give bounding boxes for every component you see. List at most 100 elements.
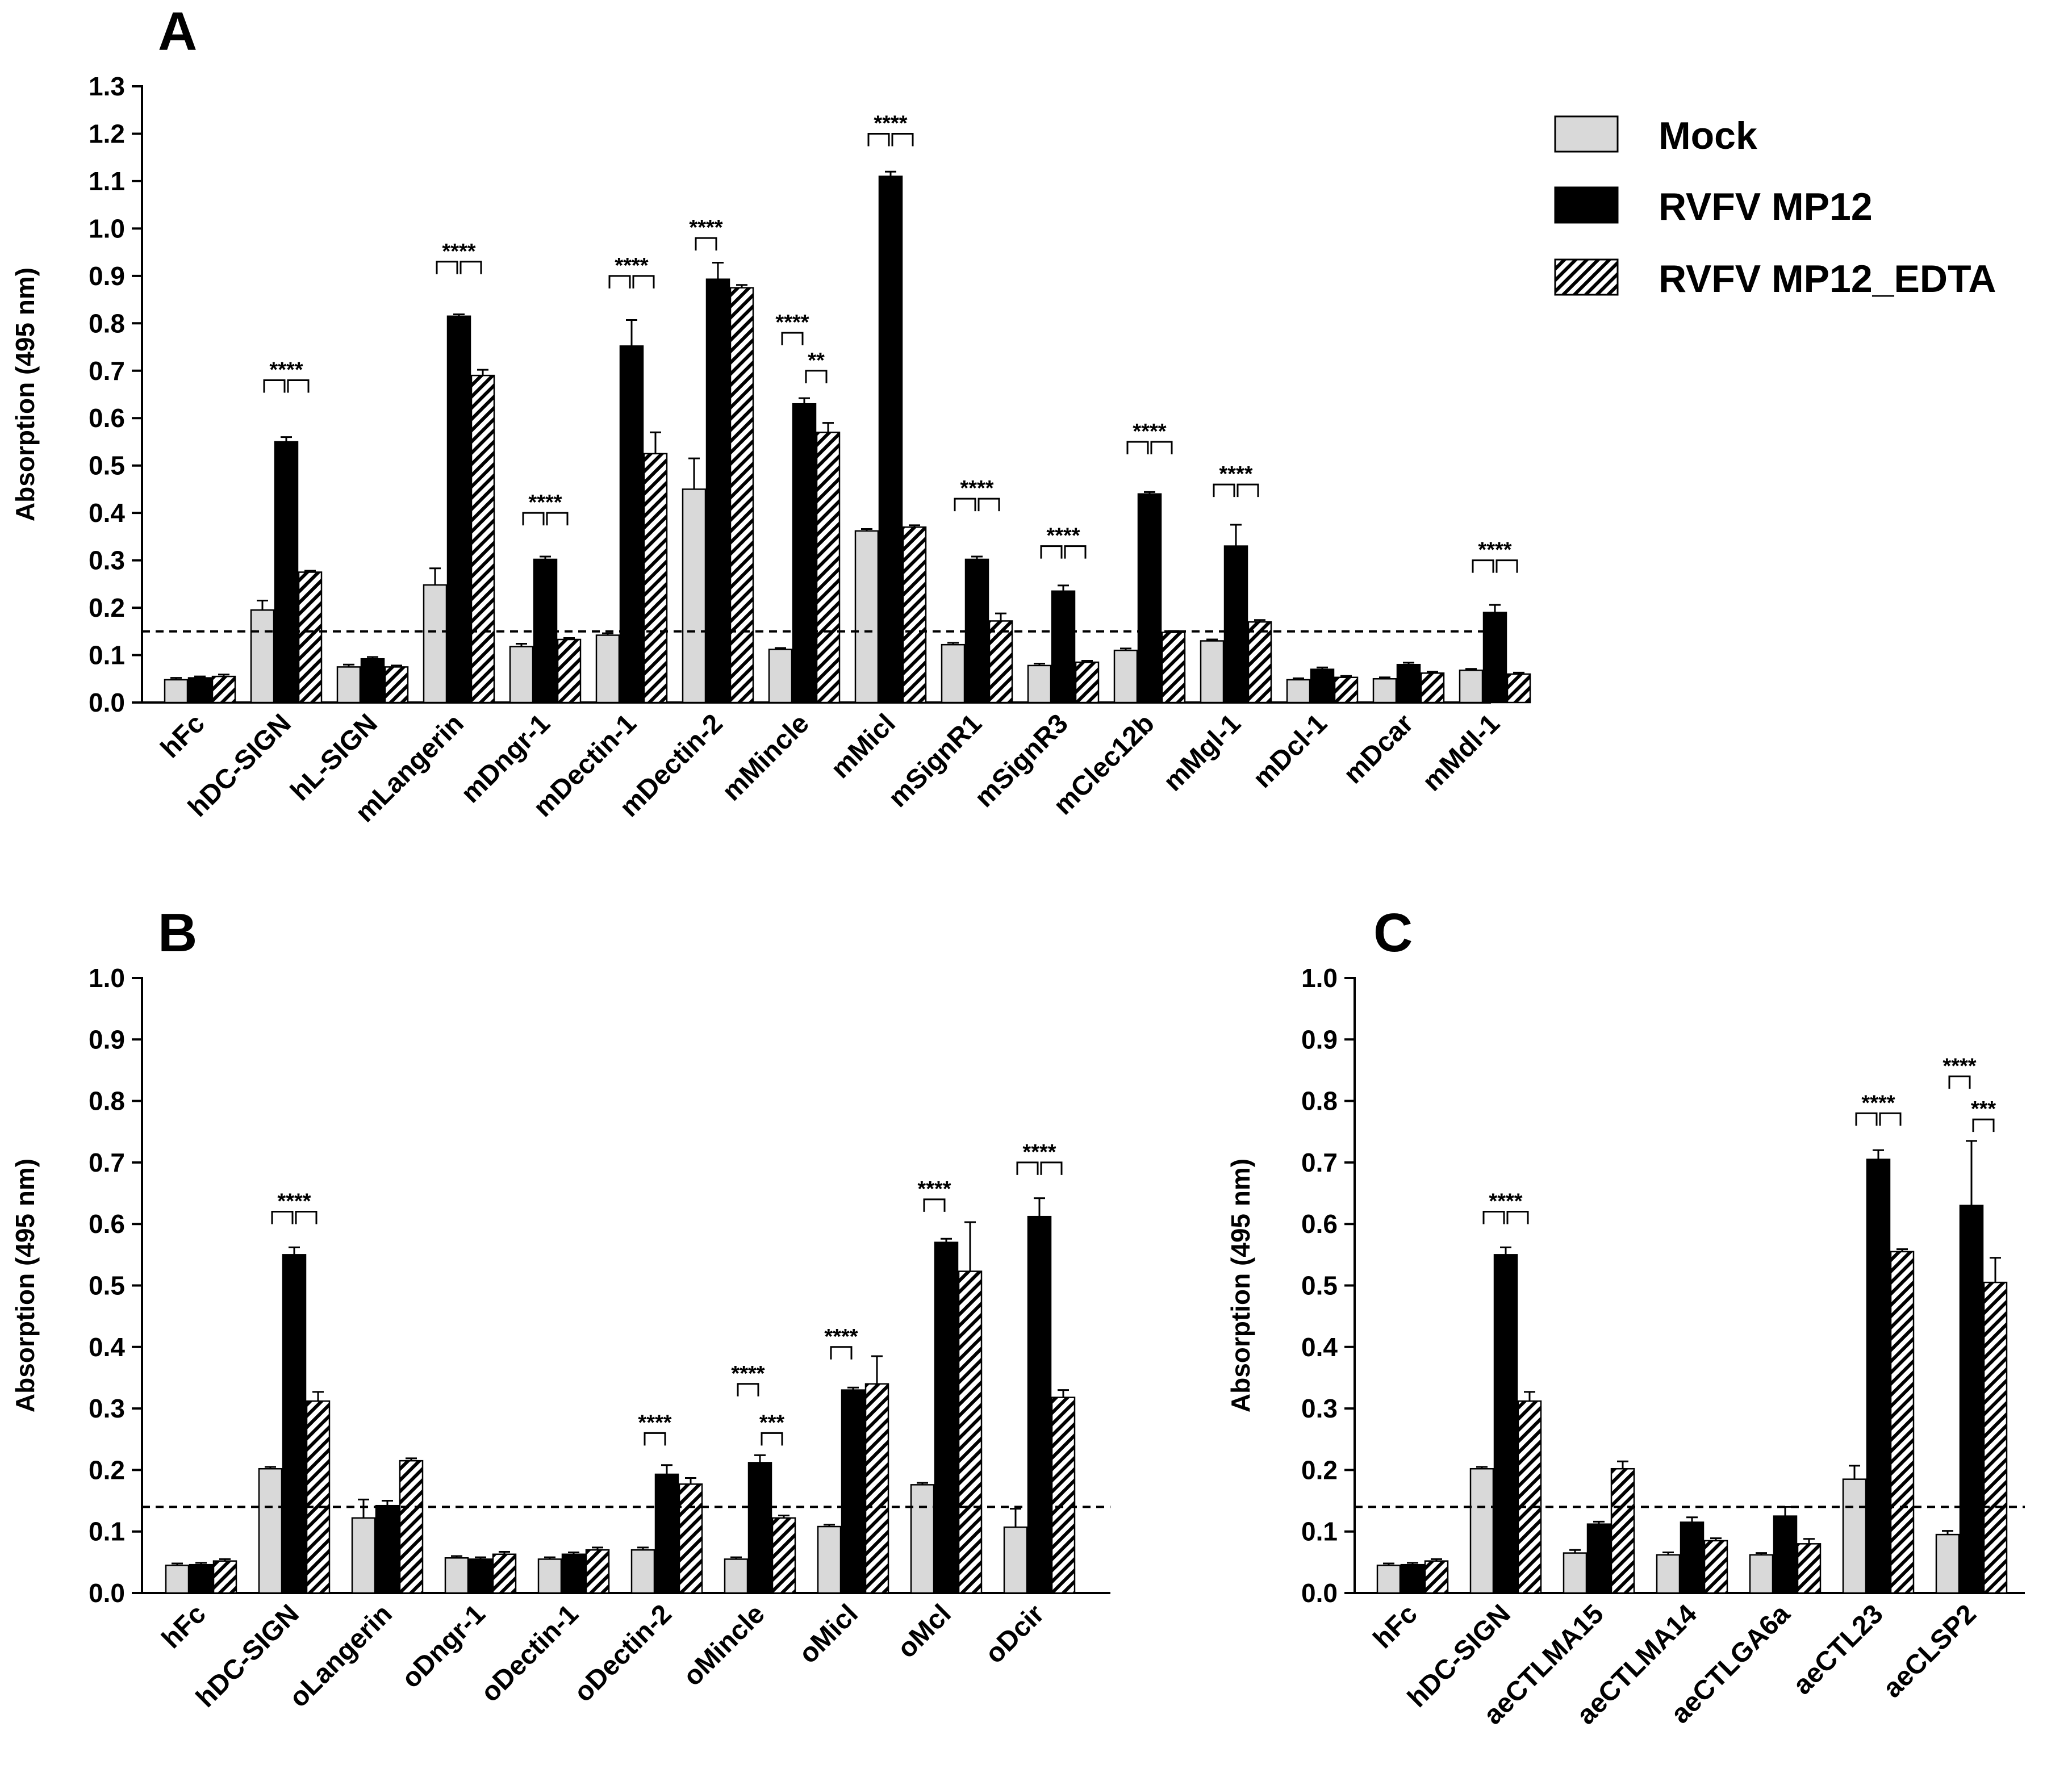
significance-bracket-a: [522, 512, 545, 526]
x-tick-label-a-mmicl: mMicl: [825, 708, 901, 784]
y-tick-label-c: 0.0: [1301, 1578, 1338, 1608]
x-tick-label-a-hfc: hFc: [155, 708, 211, 764]
bar-b-odectin-2-mock: [630, 1549, 655, 1594]
panel-letter-b: B: [158, 902, 197, 963]
bar-c-aectlma15-rvfv-mp12: [1586, 1523, 1611, 1594]
y-tick-label-c: 0.8: [1301, 1086, 1338, 1116]
significance-label-a-mlangerin: ****: [442, 240, 475, 264]
bar-c-aectlma14-mock: [1656, 1554, 1681, 1594]
x-tick-label-a-mdcl-1: mDcl-1: [1247, 708, 1333, 794]
y-tick-label-a: 0.9: [89, 261, 125, 291]
bar-c-aeclsp2-rvfv-mp12-edta: [1983, 1281, 2008, 1594]
significance-bracket-a: [781, 332, 804, 345]
bar-a-mmdl-1-rvfv-mp12-edta: [1506, 673, 1531, 704]
bar-a-mmdl-1-mock: [1459, 669, 1484, 704]
x-tick-label-b-odectin-1: oDectin-1: [475, 1599, 584, 1708]
significance-bracket-c: [1855, 1112, 1878, 1126]
y-tick-label-a: 0.8: [89, 308, 125, 338]
significance-bracket-b: [644, 1432, 666, 1446]
significance-label-c-hdc-sign: ****: [1489, 1190, 1522, 1214]
y-tick-label-c: 0.5: [1301, 1271, 1338, 1301]
y-tick-label-a: 0.7: [89, 356, 125, 386]
panel-b: 0.0 0.1 0.2 0.3 0.4 0.5 0.6 0.7 0.8 0.9 1.0 Absorpt…: [10, 963, 1110, 1713]
bar-b-odectin-1-mock: [537, 1558, 562, 1594]
significance-bracket-c: [1482, 1211, 1505, 1224]
bar-c-aectlma14-rvfv-mp12: [1680, 1521, 1705, 1594]
x-tick-label-c-aeclsp2: aeCLSP2: [1877, 1599, 1982, 1704]
y-tick-label-c: 0.3: [1301, 1394, 1338, 1423]
x-tick-label-b-odectin-2: oDectin-2: [569, 1599, 678, 1708]
y-tick-label-a: 0.3: [89, 546, 125, 575]
significance-bracket-a: [1213, 483, 1235, 497]
y-tick-label-a: 0.4: [89, 498, 125, 528]
legend-label-rvfv-mp12-edta: RVFV MP12_EDTA: [1659, 257, 1996, 300]
bar-a-mdngr-1-rvfv-mp12-edta: [557, 638, 582, 704]
legend-label-mock: Mock: [1659, 114, 1757, 157]
significance-label-a-mdectin-1: ****: [615, 254, 648, 278]
x-tick-label-b-omincle: oMincle: [678, 1599, 771, 1692]
legend-label-rvfv-mp12: RVFV MP12: [1659, 185, 1873, 228]
y-axis-label-c: Absorption (495 nm): [1226, 1159, 1255, 1412]
significance-bracket-b: [1040, 1161, 1063, 1175]
bar-a-msignr3-rvfv-mp12-edta: [1075, 661, 1100, 704]
legend: Mock RVFV MP12 RVFV MP12_EDTA: [1554, 114, 1996, 300]
bar-a-mdcl-1-rvfv-mp12-edta: [1334, 676, 1359, 704]
significance-bracket-a: [954, 497, 976, 512]
bar-c-aeclsp2-mock: [1935, 1533, 1960, 1594]
y-tick-label-a: 0.6: [89, 403, 125, 433]
y-tick-label-c: 0.7: [1301, 1148, 1338, 1177]
bar-a-hl-sign-rvfv-mp12: [360, 658, 385, 704]
bar-a-mclec12b-rvfv-mp12: [1137, 493, 1162, 704]
y-tick-label-a: 1.0: [89, 214, 125, 243]
legend-swatch-mock: [1554, 115, 1619, 153]
bar-b-omicl-rvfv-mp12-edta: [864, 1383, 889, 1594]
bar-b-hdc-sign-mock: [258, 1467, 283, 1594]
bar-b-olangerin-rvfv-mp12: [375, 1504, 400, 1594]
bar-b-omincle-mock: [724, 1558, 749, 1594]
y-tick-label-b: 0.3: [89, 1394, 125, 1423]
x-tick-label-a-mmincle: mMincle: [717, 708, 815, 806]
panel-c: 0.0 0.1 0.2 0.3 0.4 0.5 0.6 0.7 0.8 0.9 1.0 Absorpt…: [1226, 963, 2025, 1730]
bar-a-mmincle-rvfv-mp12: [792, 403, 817, 704]
legend-swatch-rvfv-mp12: [1554, 186, 1619, 224]
significance-label-c-aeclsp2: ****: [1943, 1054, 1976, 1078]
bar-a-mmgl-1-rvfv-mp12: [1223, 545, 1248, 704]
bar-b-olangerin-mock: [351, 1517, 376, 1594]
bar-a-mmincle-rvfv-mp12-edta: [816, 432, 841, 704]
bar-b-odectin-1-rvfv-mp12: [561, 1553, 586, 1594]
significance-label-c-aeclsp2: ***: [1971, 1097, 1996, 1121]
bar-c-aectlga6a-rvfv-mp12-edta: [1797, 1543, 1822, 1594]
significance-label-a-mmicl: ****: [874, 111, 907, 135]
x-tick-label-c-aectl23: aeCTL23: [1787, 1599, 1889, 1700]
y-tick-label-b: 0.9: [89, 1025, 125, 1054]
significance-label-a-mdngr-1: ****: [528, 491, 562, 515]
significance-bracket-a: [263, 379, 286, 393]
bar-b-odcir-mock: [1003, 1526, 1028, 1594]
significance-bracket-a: [1064, 545, 1087, 559]
bar-a-mdcar-rvfv-mp12-edta: [1420, 672, 1445, 704]
bar-a-mdngr-1-mock: [509, 646, 534, 704]
x-tick-label-b-odngr-1: oDngr-1: [396, 1599, 491, 1694]
significance-bracket-a: [1040, 545, 1063, 559]
bar-a-hfc-mock: [164, 679, 189, 704]
bar-a-hfc-rvfv-mp12-edta: [211, 675, 236, 704]
y-tick-label-a: 1.1: [89, 166, 125, 196]
bar-b-odectin-2-rvfv-mp12-edta: [678, 1483, 703, 1594]
significance-bracket-b: [830, 1346, 853, 1360]
panel-letter-c: C: [1373, 902, 1413, 963]
y-tick-label-a: 0.1: [89, 641, 125, 670]
bar-b-omcl-rvfv-mp12-edta: [958, 1270, 983, 1594]
x-tick-label-a-mdcar: mDcar: [1338, 708, 1419, 789]
y-tick-label-b: 0.5: [89, 1271, 125, 1301]
significance-label-a-mmgl-1: ****: [1219, 462, 1252, 486]
y-tick-label-a: 1.2: [89, 119, 125, 148]
significance-label-b-hdc-sign: ****: [277, 1190, 311, 1214]
x-tick-label-a-mmdl-1: mMdl-1: [1417, 708, 1506, 797]
bar-a-mdcl-1-rvfv-mp12: [1310, 668, 1335, 704]
significance-bracket-a: [891, 132, 914, 147]
significance-bracket-a: [977, 497, 1000, 512]
significance-bracket-a: [867, 132, 890, 147]
x-tick-label-a-mmgl-1: mMgl-1: [1158, 708, 1247, 797]
y-tick-label-a: 0.2: [89, 593, 125, 622]
bar-c-aectlma15-rvfv-mp12-edta: [1610, 1467, 1635, 1594]
